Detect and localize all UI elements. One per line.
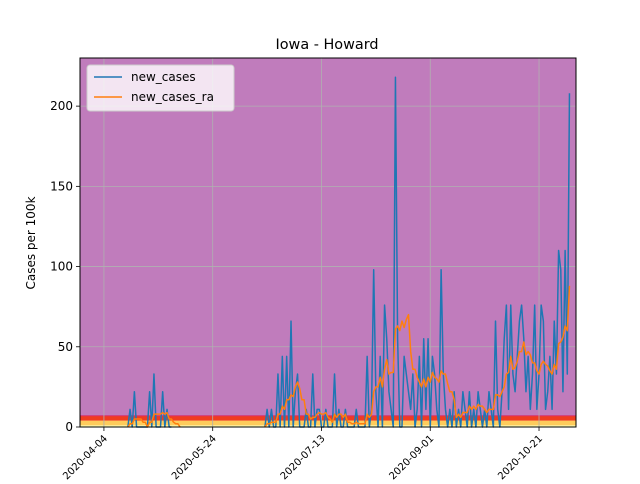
y-tick-label: 100 <box>50 260 73 274</box>
legend-box <box>86 64 235 112</box>
y-axis: 0 50 100 150 200 <box>50 99 80 434</box>
y-tick-label: 200 <box>50 99 73 113</box>
legend-label: new_cases_ra <box>131 90 214 104</box>
y-axis-label: Cases per 100k <box>24 196 38 289</box>
series-line-new-cases-ra <box>127 285 571 428</box>
y-tick-label: 150 <box>50 179 73 193</box>
chart-title: Iowa - Howard <box>276 37 379 53</box>
y-tick-label: 0 <box>65 420 73 434</box>
legend-label: new_cases <box>131 70 196 84</box>
legend: new_cases new_cases_ra <box>86 64 235 112</box>
y-tick-label: 50 <box>58 340 73 354</box>
plot-frame <box>79 57 577 428</box>
series-line-new-cases <box>127 76 571 428</box>
plot-background-bands <box>80 58 576 427</box>
series-layer <box>127 76 571 428</box>
background-band <box>80 58 576 416</box>
